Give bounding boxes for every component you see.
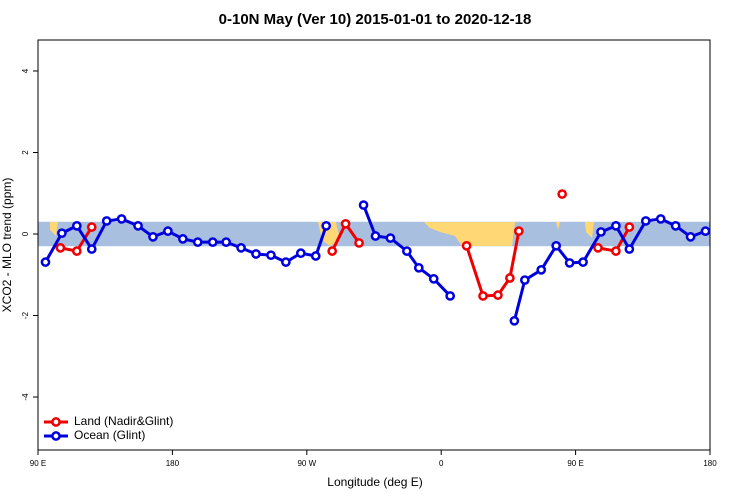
point bbox=[624, 222, 635, 232]
legend-label: Land (Nadir&Glint) bbox=[74, 414, 173, 428]
point bbox=[509, 315, 520, 326]
point bbox=[281, 257, 291, 267]
x-tick-label: 0 bbox=[439, 459, 444, 468]
point bbox=[578, 257, 588, 267]
chart-title: 0-10N May (Ver 10) 2015-01-01 to 2020-12… bbox=[219, 11, 532, 28]
legend-marker bbox=[51, 417, 61, 427]
point bbox=[685, 231, 696, 242]
point bbox=[536, 265, 547, 275]
point bbox=[385, 233, 396, 243]
point bbox=[148, 231, 158, 242]
point bbox=[221, 237, 232, 247]
point bbox=[86, 222, 97, 232]
point bbox=[611, 246, 621, 256]
point bbox=[207, 237, 218, 247]
point bbox=[71, 246, 82, 256]
y-tick-label: -2 bbox=[21, 311, 30, 319]
point bbox=[655, 214, 666, 224]
y-tick-label: 0 bbox=[21, 231, 30, 236]
point bbox=[236, 243, 246, 253]
point bbox=[370, 231, 381, 241]
point bbox=[86, 244, 97, 254]
point bbox=[670, 220, 681, 231]
point bbox=[340, 218, 351, 229]
x-tick-label: 90 W bbox=[297, 459, 316, 468]
point bbox=[624, 244, 635, 254]
point bbox=[564, 258, 575, 268]
point bbox=[445, 291, 456, 301]
point bbox=[478, 291, 488, 301]
y-tick-label: 2 bbox=[21, 150, 30, 155]
y-tick-label: -4 bbox=[21, 393, 30, 401]
point bbox=[116, 214, 127, 224]
point bbox=[493, 290, 503, 300]
point bbox=[358, 200, 369, 210]
x-tick-label: 90 E bbox=[30, 459, 46, 468]
x-tick-label: 180 bbox=[703, 459, 717, 468]
point bbox=[266, 250, 276, 261]
point bbox=[101, 216, 112, 226]
point bbox=[611, 220, 621, 231]
point bbox=[321, 220, 332, 231]
point bbox=[413, 262, 424, 273]
x-tick-label: 90 E bbox=[567, 459, 583, 468]
point bbox=[55, 243, 66, 253]
point bbox=[557, 189, 568, 199]
point bbox=[640, 216, 651, 226]
legend-marker bbox=[51, 431, 61, 441]
point bbox=[519, 275, 530, 285]
point bbox=[133, 220, 143, 231]
point bbox=[310, 251, 321, 261]
point bbox=[505, 273, 515, 283]
plot-frame bbox=[37, 39, 711, 451]
point bbox=[178, 234, 188, 244]
x-axis-label: Longitude (deg E) bbox=[327, 475, 422, 489]
point bbox=[596, 227, 606, 237]
point bbox=[354, 238, 364, 248]
point bbox=[593, 243, 603, 253]
point bbox=[551, 240, 562, 251]
x-tick-label: 180 bbox=[166, 459, 180, 468]
point bbox=[71, 220, 82, 231]
legend-label: Ocean (Glint) bbox=[74, 428, 145, 442]
point bbox=[700, 226, 711, 236]
point bbox=[163, 226, 173, 236]
point bbox=[514, 226, 524, 236]
point bbox=[57, 228, 67, 239]
point bbox=[402, 246, 412, 256]
point bbox=[40, 257, 51, 267]
point bbox=[327, 246, 338, 256]
point bbox=[428, 273, 439, 284]
point bbox=[251, 249, 261, 259]
point bbox=[295, 248, 306, 259]
y-tick-label: 4 bbox=[21, 68, 30, 73]
point bbox=[461, 240, 472, 251]
point bbox=[192, 237, 203, 247]
y-axis-label: XCO2 - MLO trend (ppm) bbox=[0, 178, 14, 313]
